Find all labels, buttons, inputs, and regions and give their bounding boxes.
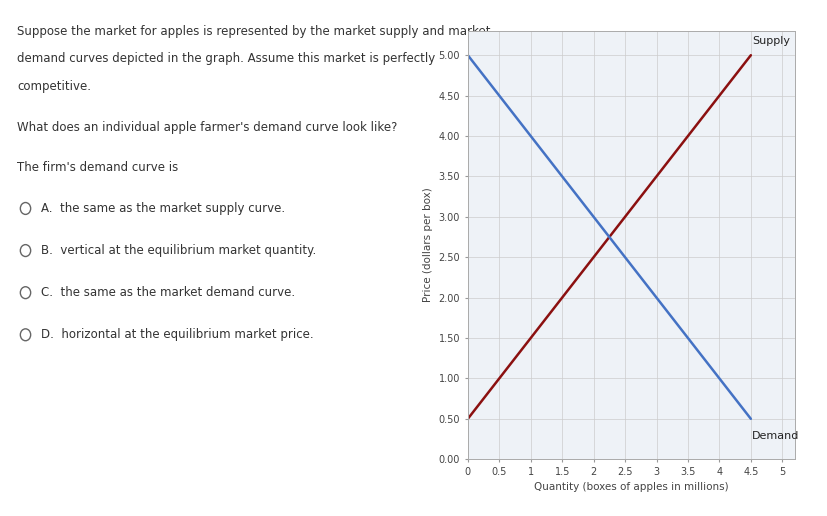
Text: A.  the same as the market supply curve.: A. the same as the market supply curve. [41, 202, 285, 215]
Text: C.  the same as the market demand curve.: C. the same as the market demand curve. [41, 286, 295, 299]
Y-axis label: Price (dollars per box): Price (dollars per box) [423, 188, 433, 302]
Text: Suppose the market for apples is represented by the market supply and market: Suppose the market for apples is represe… [17, 25, 490, 38]
Text: What does an individual apple farmer's demand curve look like?: What does an individual apple farmer's d… [17, 121, 397, 134]
Text: The firm's demand curve is: The firm's demand curve is [17, 162, 178, 174]
Text: competitive.: competitive. [17, 79, 91, 93]
X-axis label: Quantity (boxes of apples in millions): Quantity (boxes of apples in millions) [533, 482, 728, 492]
Text: B.  vertical at the equilibrium market quantity.: B. vertical at the equilibrium market qu… [41, 244, 316, 257]
Text: Supply: Supply [751, 36, 789, 45]
Text: demand curves depicted in the graph. Assume this market is perfectly: demand curves depicted in the graph. Ass… [17, 53, 435, 66]
Text: Demand: Demand [751, 431, 799, 441]
Text: D.  horizontal at the equilibrium market price.: D. horizontal at the equilibrium market … [41, 328, 313, 341]
